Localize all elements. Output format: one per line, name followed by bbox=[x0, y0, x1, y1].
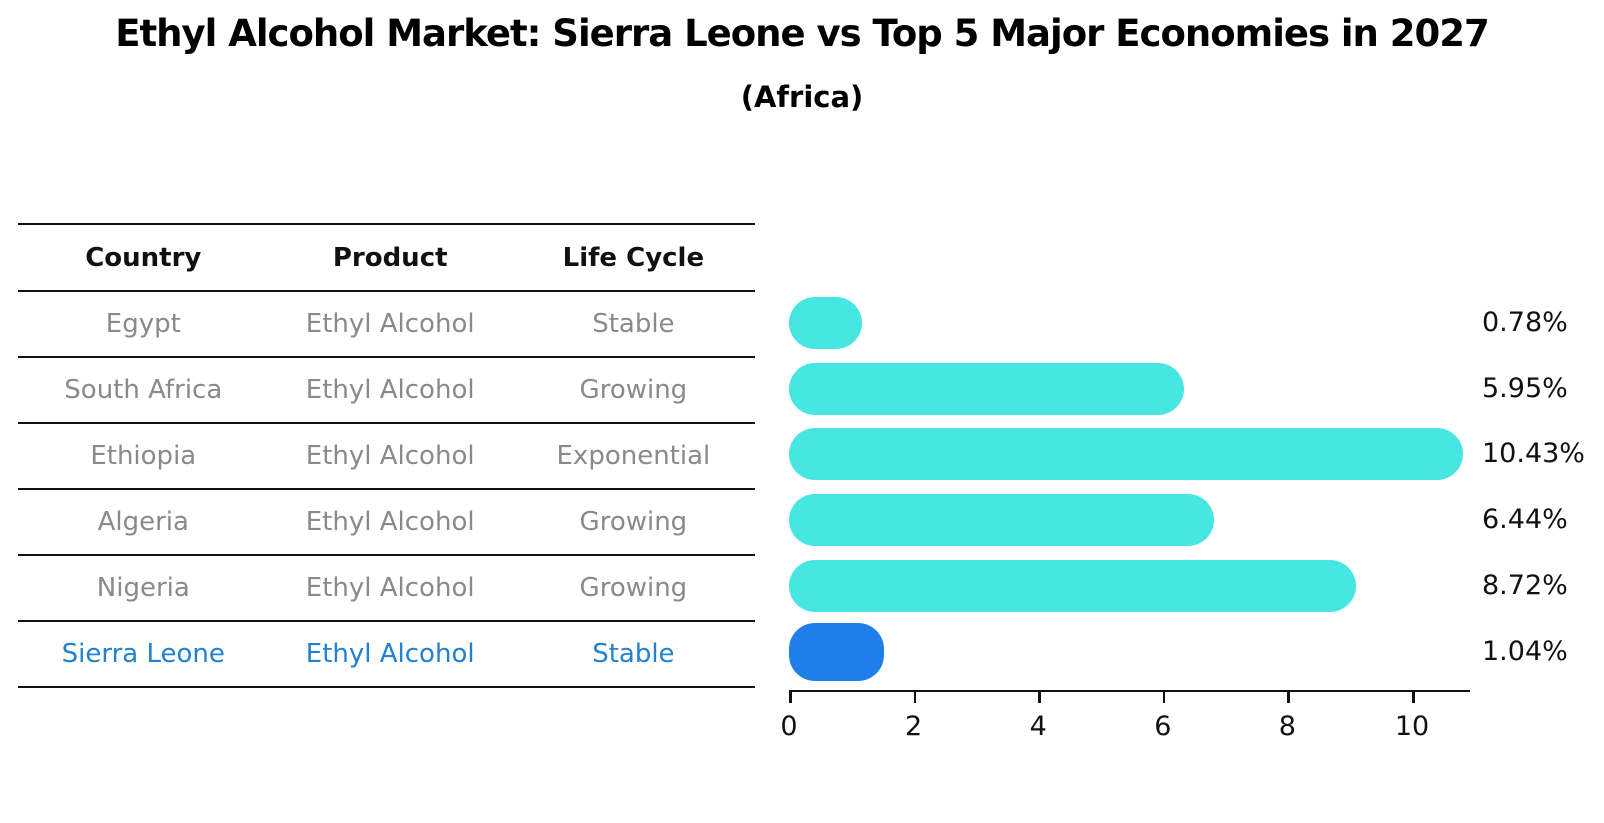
x-axis-tick-label: 10 bbox=[1394, 711, 1430, 742]
cell-country: Nigeria bbox=[96, 573, 190, 603]
table-row: Nigeria Ethyl Alcohol Growing bbox=[18, 556, 755, 622]
table-row: Algeria Ethyl Alcohol Growing bbox=[18, 490, 755, 556]
value-label: 0.78% bbox=[1482, 307, 1568, 338]
bar-chart-plot-area: 0 2 4 6 8 10 bbox=[780, 223, 1470, 742]
table-row: Ethiopia Ethyl Alcohol Exponential bbox=[18, 424, 755, 490]
x-axis-tick-mark bbox=[913, 692, 917, 703]
bar-sierra-leone bbox=[789, 622, 884, 681]
table-row: Egypt Ethyl Alcohol Stable bbox=[18, 292, 755, 358]
x-axis-tick-mark bbox=[1038, 692, 1041, 703]
table-row: South Africa Ethyl Alcohol Growing bbox=[18, 358, 755, 424]
cell-country: Algeria bbox=[97, 507, 189, 537]
bar-algeria bbox=[789, 494, 1215, 547]
cell-product: Ethyl Alcohol bbox=[305, 573, 475, 603]
x-axis-tick-mark bbox=[1412, 692, 1415, 703]
bar-ethiopia bbox=[789, 428, 1463, 481]
cell-country: Sierra Leone bbox=[61, 639, 225, 669]
x-axis-tick-label: 0 bbox=[780, 711, 798, 742]
x-axis-tick-label: 8 bbox=[1278, 711, 1296, 742]
value-label: 10.43% bbox=[1482, 438, 1585, 470]
cell-product: Ethyl Alcohol bbox=[305, 309, 475, 339]
column-header-lifecycle: Life Cycle bbox=[562, 242, 705, 273]
cell-lifecycle: Exponential bbox=[556, 441, 711, 471]
cell-lifecycle: Stable bbox=[592, 639, 675, 669]
cell-product: Ethyl Alcohol bbox=[305, 441, 475, 471]
cell-lifecycle: Growing bbox=[579, 507, 688, 537]
cell-lifecycle: Stable bbox=[592, 309, 675, 339]
x-axis-tick-label: 4 bbox=[1029, 711, 1047, 742]
cell-country: Egypt bbox=[105, 309, 181, 339]
cell-country: Ethiopia bbox=[90, 441, 197, 471]
value-label: 5.95% bbox=[1482, 372, 1568, 404]
bar-egypt bbox=[789, 297, 862, 349]
x-axis-tick-mark bbox=[1162, 692, 1166, 703]
cell-lifecycle: Growing bbox=[579, 375, 688, 405]
table-body: Egypt Ethyl Alcohol Stable South Africa Ethy… bbox=[18, 292, 755, 688]
cell-product: Ethyl Alcohol bbox=[305, 639, 475, 669]
x-axis-tick-label: 6 bbox=[1154, 711, 1172, 742]
x-axis-tick-mark bbox=[1287, 692, 1290, 703]
country-table: Country Product Life Cycle Egypt Ethyl Al… bbox=[18, 223, 755, 688]
cell-country: South Africa bbox=[64, 375, 223, 405]
cell-product: Ethyl Alcohol bbox=[305, 375, 475, 405]
cell-product: Ethyl Alcohol bbox=[305, 507, 475, 537]
bar-south-africa bbox=[789, 362, 1184, 415]
x-axis-tick-mark bbox=[789, 692, 792, 703]
page-title: Ethyl Alcohol Market: Sierra Leone vs To… bbox=[115, 12, 1490, 55]
bar-nigeria bbox=[789, 559, 1357, 612]
column-header-country: Country bbox=[85, 242, 202, 273]
column-header-product: Product bbox=[332, 242, 448, 273]
value-label: 1.04% bbox=[1482, 635, 1568, 667]
cell-lifecycle: Growing bbox=[579, 573, 688, 603]
x-axis-tick-label: 2 bbox=[905, 711, 923, 742]
value-label: 6.44% bbox=[1482, 504, 1568, 536]
table-row: Sierra Leone Ethyl Alcohol Stable bbox=[18, 622, 755, 688]
table-header-row: Country Product Life Cycle bbox=[18, 225, 755, 292]
page-subtitle: (Africa) bbox=[740, 80, 864, 114]
value-label: 8.72% bbox=[1482, 569, 1568, 601]
